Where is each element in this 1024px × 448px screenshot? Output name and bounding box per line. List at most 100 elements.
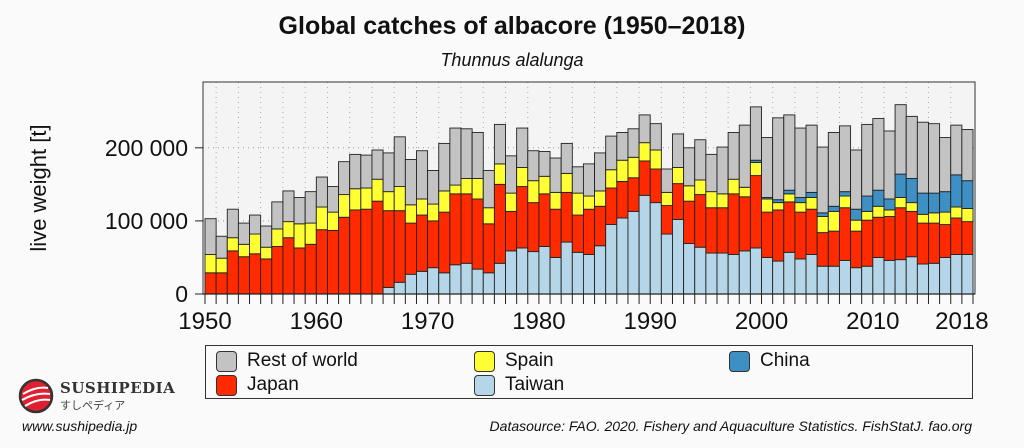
website-url[interactable]: www.sushipedia.jp bbox=[22, 418, 138, 434]
bar-spain-1958 bbox=[293, 223, 306, 249]
bar-china-2003 bbox=[794, 197, 807, 204]
bar-spain-2003 bbox=[794, 202, 807, 213]
bar-taiwan-1971 bbox=[438, 272, 451, 295]
bar-japan-1987 bbox=[616, 180, 629, 219]
bar-taiwan-1994 bbox=[694, 246, 707, 295]
bar-taiwan-2012 bbox=[894, 259, 907, 295]
bar-rest-of-world-1958 bbox=[293, 197, 306, 225]
bar-japan-1993 bbox=[683, 200, 696, 245]
bar-rest-of-world-2017 bbox=[950, 124, 963, 176]
chart-subtitle: Thunnus alalunga bbox=[440, 50, 584, 70]
bar-rest-of-world-1961 bbox=[326, 186, 340, 213]
bar-china-2004 bbox=[805, 191, 818, 198]
bar-rest-of-world-1988 bbox=[627, 128, 640, 158]
bar-japan-1986 bbox=[605, 187, 618, 226]
bar-japan-2007 bbox=[838, 207, 852, 261]
bar-japan-1953 bbox=[237, 256, 250, 295]
legend-item-taiwan: Taiwan bbox=[474, 374, 564, 396]
bar-taiwan-1995 bbox=[705, 252, 718, 295]
sushipedia-logo: SUSHIPEDIA すしペディア bbox=[18, 378, 175, 414]
bar-spain-1954 bbox=[249, 233, 262, 255]
bar-rest-of-world-1959 bbox=[304, 191, 317, 224]
bar-taiwan-1996 bbox=[716, 252, 729, 295]
bar-spain-1966 bbox=[382, 191, 395, 212]
bar-rest-of-world-1996 bbox=[716, 146, 729, 195]
bar-spain-1977 bbox=[505, 192, 518, 212]
bar-japan-1968 bbox=[404, 222, 417, 275]
bar-taiwan-1984 bbox=[582, 254, 596, 295]
bar-spain-2014 bbox=[916, 213, 929, 224]
bar-rest-of-world-1963 bbox=[349, 153, 362, 190]
bar-spain-2000 bbox=[761, 198, 774, 213]
bar-rest-of-world-1968 bbox=[404, 159, 417, 206]
bar-spain-1991 bbox=[660, 191, 673, 206]
x-tick-label: 1960 bbox=[290, 308, 343, 335]
bar-spain-1980 bbox=[538, 175, 551, 195]
bar-japan-1994 bbox=[694, 194, 707, 248]
bar-rest-of-world-1972 bbox=[449, 127, 462, 186]
bar-rest-of-world-2003 bbox=[794, 127, 807, 198]
x-tick-label: 2018 bbox=[935, 308, 988, 335]
bar-rest-of-world-1953 bbox=[237, 222, 250, 245]
bar-spain-1998 bbox=[738, 186, 751, 198]
bar-taiwan-1985 bbox=[594, 245, 607, 295]
bar-taiwan-1969 bbox=[416, 270, 429, 295]
bar-japan-2009 bbox=[861, 219, 874, 267]
bar-japan-1967 bbox=[393, 210, 406, 283]
bar-rest-of-world-2004 bbox=[805, 124, 818, 193]
bar-japan-1964 bbox=[360, 208, 373, 295]
bar-rest-of-world-2012 bbox=[894, 104, 907, 175]
legend-label: Spain bbox=[505, 350, 554, 371]
bar-spain-2001 bbox=[772, 202, 785, 211]
bar-rest-of-world-1973 bbox=[460, 128, 473, 179]
bar-japan-1978 bbox=[516, 186, 529, 249]
bar-taiwan-2008 bbox=[850, 267, 863, 295]
bar-japan-1952 bbox=[226, 250, 239, 295]
bar-rest-of-world-1965 bbox=[371, 149, 384, 180]
bar-rest-of-world-2005 bbox=[816, 146, 829, 214]
bar-spain-2016 bbox=[939, 211, 952, 226]
bar-japan-2004 bbox=[805, 208, 818, 255]
legend-swatch bbox=[474, 350, 495, 372]
bar-rest-of-world-1992 bbox=[672, 133, 685, 168]
bar-spain-1978 bbox=[516, 167, 529, 187]
bar-japan-1996 bbox=[716, 207, 729, 254]
bar-japan-2013 bbox=[905, 210, 918, 258]
bar-taiwan-1983 bbox=[571, 251, 584, 295]
bar-rest-of-world-1967 bbox=[393, 136, 406, 187]
bar-taiwan-1978 bbox=[516, 247, 529, 295]
bar-spain-1986 bbox=[605, 169, 618, 189]
bar-japan-1969 bbox=[416, 214, 429, 272]
bar-rest-of-world-1986 bbox=[605, 135, 618, 171]
legend-swatch bbox=[474, 374, 495, 396]
bar-japan-1971 bbox=[438, 211, 451, 274]
bar-japan-1965 bbox=[371, 200, 384, 295]
bar-japan-1972 bbox=[449, 193, 462, 266]
bar-rest-of-world-2016 bbox=[939, 137, 952, 193]
bar-rest-of-world-1969 bbox=[416, 150, 429, 200]
bar-rest-of-world-2013 bbox=[905, 115, 918, 179]
bar-rest-of-world-1980 bbox=[538, 150, 551, 177]
bar-japan-2008 bbox=[850, 230, 863, 269]
bar-taiwan-2011 bbox=[883, 259, 896, 295]
y-tick-label: 100 000 bbox=[105, 208, 188, 234]
bar-japan-2017 bbox=[950, 217, 963, 255]
bar-spain-1985 bbox=[594, 190, 607, 207]
legend-label: Rest of world bbox=[247, 350, 358, 371]
bar-japan-1979 bbox=[527, 202, 540, 253]
bar-rest-of-world-1974 bbox=[471, 131, 484, 179]
bar-spain-1979 bbox=[527, 180, 540, 204]
bar-taiwan-2014 bbox=[916, 263, 929, 295]
bar-spain-1965 bbox=[371, 178, 384, 202]
bar-taiwan-1990 bbox=[649, 202, 662, 295]
bar-taiwan-2015 bbox=[928, 262, 941, 295]
bar-spain-1971 bbox=[438, 190, 451, 213]
bar-taiwan-2000 bbox=[761, 256, 774, 295]
legend-item-china: China bbox=[729, 350, 810, 372]
bar-china-2016 bbox=[939, 191, 952, 213]
bar-china-2007 bbox=[838, 191, 852, 197]
x-tick-label: 1970 bbox=[401, 308, 454, 335]
bar-spain-2017 bbox=[950, 206, 963, 219]
bars bbox=[204, 104, 974, 295]
bar-china-2005 bbox=[816, 212, 829, 217]
